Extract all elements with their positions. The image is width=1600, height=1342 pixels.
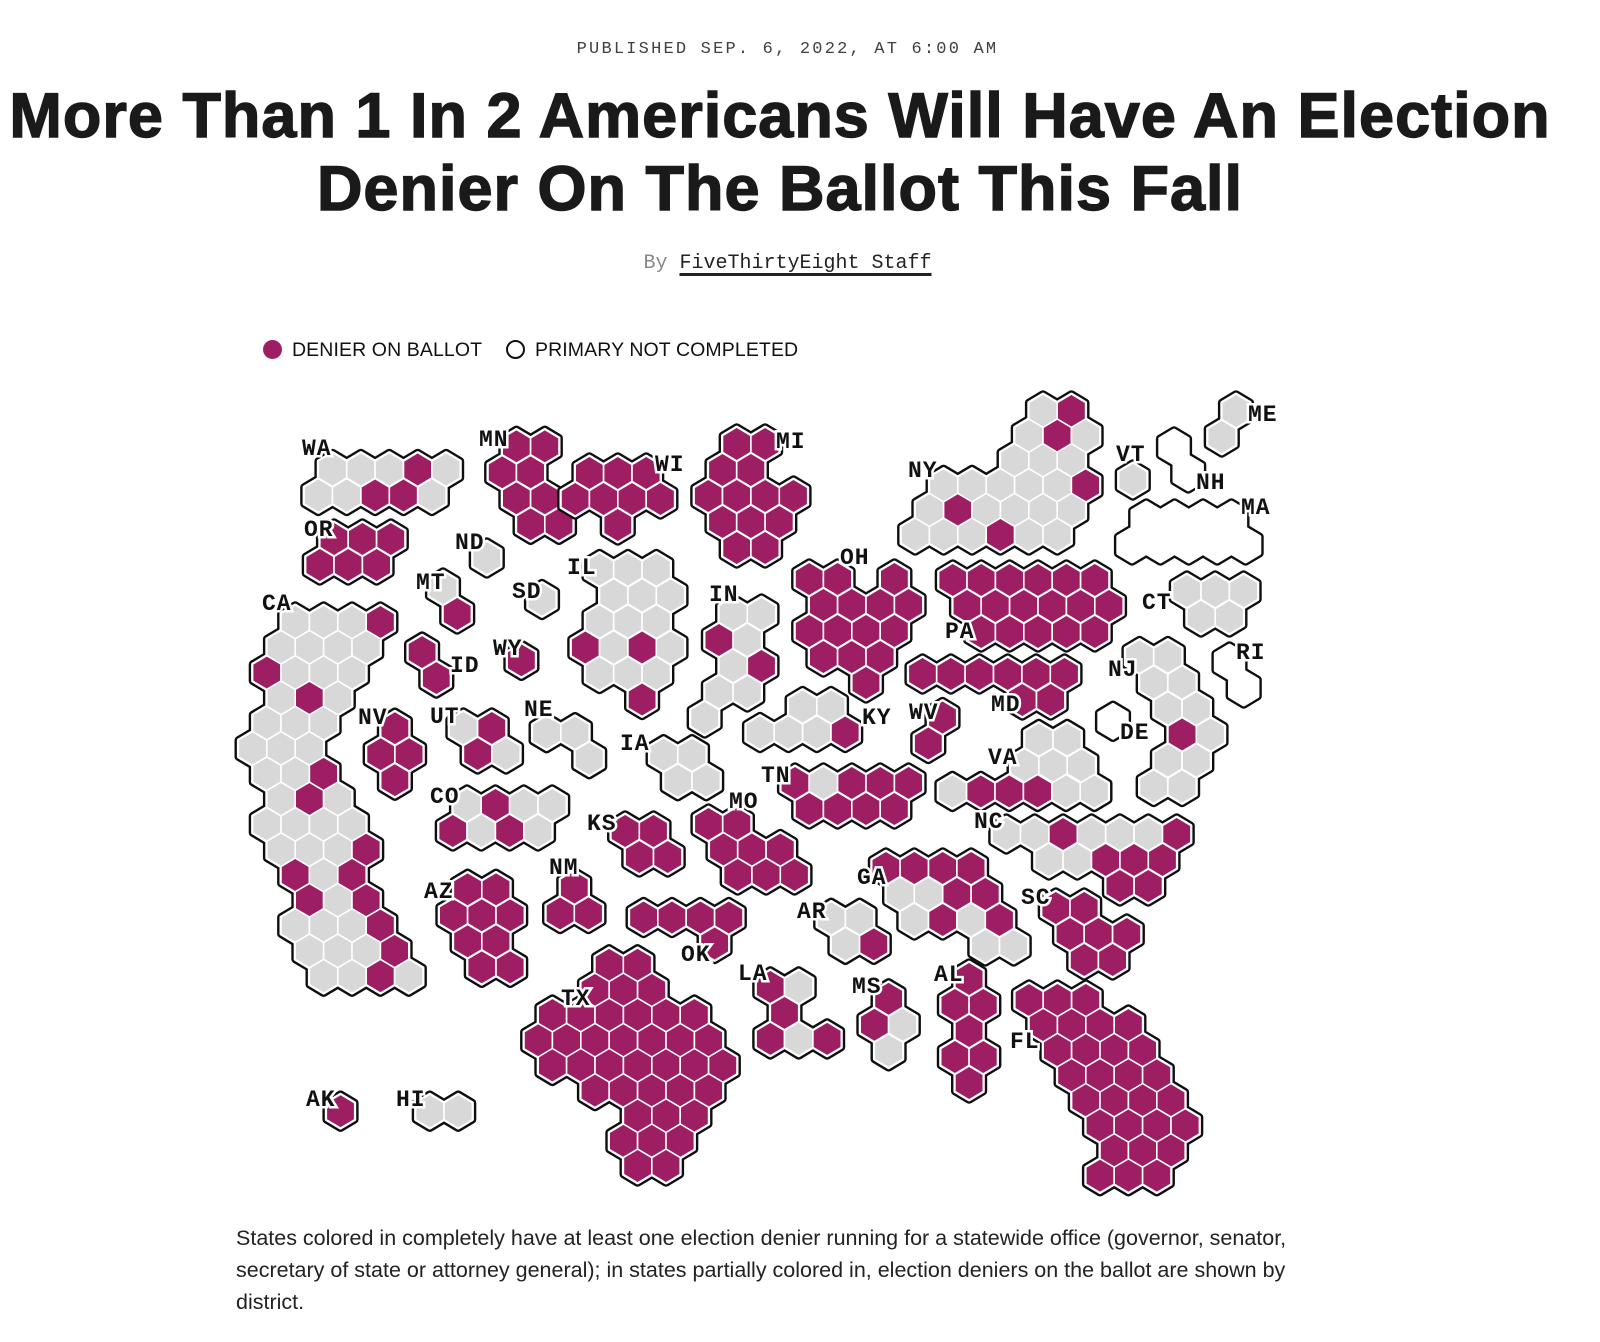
svg-text:AZ: AZ bbox=[424, 879, 454, 905]
svg-text:HI: HI bbox=[396, 1087, 426, 1113]
svg-text:VA: VA bbox=[988, 745, 1018, 771]
svg-text:KY: KY bbox=[862, 705, 892, 731]
svg-text:CA: CA bbox=[262, 591, 292, 617]
svg-text:NY: NY bbox=[908, 458, 938, 484]
svg-text:MO: MO bbox=[729, 789, 759, 815]
svg-text:NE: NE bbox=[524, 697, 554, 723]
svg-text:SC: SC bbox=[1021, 885, 1051, 911]
svg-text:VT: VT bbox=[1116, 442, 1146, 468]
svg-text:OK: OK bbox=[681, 942, 711, 968]
svg-text:LA: LA bbox=[738, 961, 768, 987]
svg-text:FL: FL bbox=[1010, 1029, 1040, 1055]
svg-text:MS: MS bbox=[852, 974, 882, 1000]
svg-text:MN: MN bbox=[479, 427, 509, 453]
svg-text:ND: ND bbox=[455, 530, 485, 556]
svg-text:GA: GA bbox=[857, 865, 887, 891]
svg-text:IA: IA bbox=[620, 731, 650, 757]
svg-text:CT: CT bbox=[1142, 590, 1172, 616]
svg-text:WY: WY bbox=[493, 636, 523, 662]
svg-text:NJ: NJ bbox=[1108, 657, 1138, 683]
svg-text:PA: PA bbox=[945, 619, 975, 645]
svg-text:IL: IL bbox=[567, 555, 597, 581]
svg-text:NV: NV bbox=[358, 705, 388, 731]
svg-text:IN: IN bbox=[709, 582, 739, 608]
svg-text:MA: MA bbox=[1241, 495, 1271, 521]
svg-text:NH: NH bbox=[1196, 470, 1226, 496]
svg-text:TN: TN bbox=[761, 763, 791, 789]
svg-text:NM: NM bbox=[549, 855, 579, 881]
svg-text:WV: WV bbox=[909, 700, 939, 726]
svg-text:KS: KS bbox=[587, 811, 617, 837]
svg-text:ME: ME bbox=[1248, 402, 1278, 428]
svg-text:NC: NC bbox=[974, 809, 1004, 835]
svg-text:MD: MD bbox=[991, 692, 1021, 718]
svg-text:SD: SD bbox=[512, 579, 542, 605]
svg-text:TX: TX bbox=[561, 986, 591, 1012]
svg-text:AR: AR bbox=[797, 899, 827, 925]
svg-text:MT: MT bbox=[416, 570, 446, 596]
svg-text:RI: RI bbox=[1236, 640, 1266, 666]
svg-text:ID: ID bbox=[450, 653, 480, 679]
svg-text:AL: AL bbox=[934, 962, 964, 988]
svg-text:UT: UT bbox=[430, 704, 460, 730]
svg-text:OR: OR bbox=[304, 517, 334, 543]
svg-text:WA: WA bbox=[302, 436, 332, 462]
svg-text:MI: MI bbox=[776, 429, 806, 455]
svg-text:WI: WI bbox=[655, 452, 685, 478]
svg-text:AK: AK bbox=[306, 1087, 336, 1113]
svg-text:OH: OH bbox=[840, 545, 870, 571]
svg-text:DE: DE bbox=[1120, 720, 1150, 746]
svg-text:CO: CO bbox=[430, 784, 460, 810]
